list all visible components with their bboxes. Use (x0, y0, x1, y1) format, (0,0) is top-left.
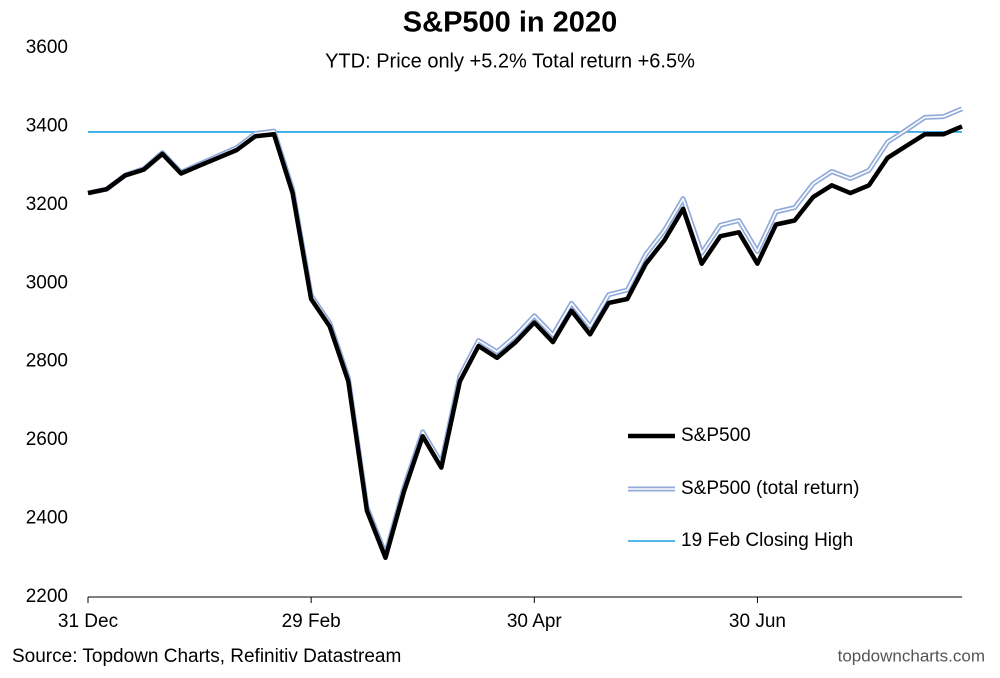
series-line (87, 124, 963, 561)
x-tick-label: 30 Jun (729, 611, 786, 632)
y-tick-label: 3200 (26, 194, 68, 215)
legend-label: 19 Feb Closing High (681, 530, 853, 551)
y-tick-label: 3000 (26, 272, 68, 293)
y-tick-label: 3600 (26, 37, 68, 58)
x-tick-label: 30 Apr (507, 611, 563, 632)
y-tick-label: 2400 (26, 508, 68, 529)
x-tick-label: 29 Feb (282, 611, 341, 632)
legend-label: S&P500 (681, 425, 751, 446)
chart-title: S&P500 in 2020 (403, 7, 617, 39)
x-tick-label: 31 Dec (58, 611, 118, 632)
legend-label: S&P500 (total return) (681, 478, 859, 499)
watermark: topdowncharts.com (838, 646, 985, 665)
y-tick-label: 2600 (26, 429, 68, 450)
chart-subtitle: YTD: Price only +5.2% Total return +6.5% (325, 50, 695, 72)
y-tick-label: 2200 (26, 586, 68, 607)
y-tick-label: 3400 (26, 115, 68, 136)
y-tick-label: 2800 (26, 351, 68, 372)
source-note: Source: Topdown Charts, Refinitiv Datast… (12, 646, 401, 667)
